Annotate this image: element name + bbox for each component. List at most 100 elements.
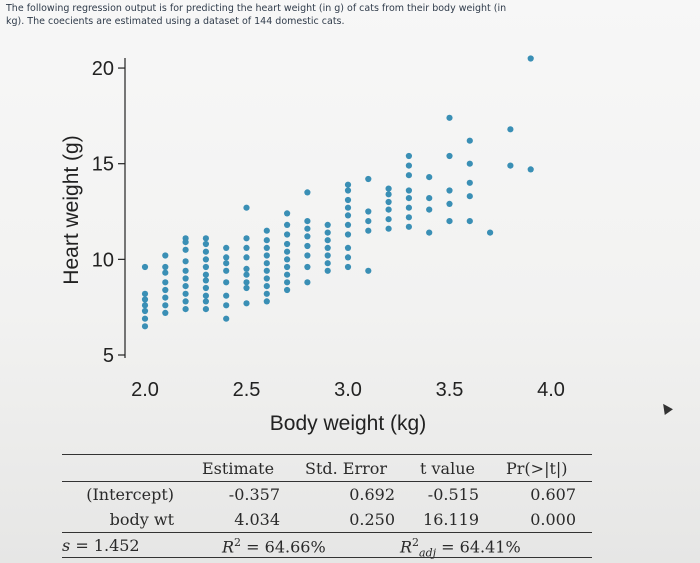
scatter-point xyxy=(344,204,352,211)
scatter-point xyxy=(243,235,250,242)
scatter-point xyxy=(141,290,149,297)
scatter-point xyxy=(446,152,453,160)
scatter-point xyxy=(365,208,372,215)
table-bottom-rule xyxy=(62,557,592,558)
scatter-point xyxy=(182,306,189,313)
scatter-point xyxy=(405,204,412,211)
scatter-point xyxy=(527,55,534,62)
scatter-point xyxy=(324,260,331,267)
scatter-point xyxy=(223,292,230,299)
scatter-point xyxy=(182,283,189,290)
scatter-point xyxy=(202,263,209,271)
scatter-point xyxy=(405,223,412,230)
scatter-point xyxy=(466,218,473,225)
scatter-point xyxy=(324,267,331,274)
scatter-point xyxy=(304,189,311,196)
scatter-point xyxy=(162,286,169,294)
scatter-point xyxy=(385,206,392,213)
scatter-point xyxy=(344,187,352,194)
r2-value: = 64.66% xyxy=(246,537,326,557)
scatter-point xyxy=(202,284,209,292)
scatter-point xyxy=(304,218,311,225)
scatter-point xyxy=(263,244,270,251)
scatter-point xyxy=(385,185,392,192)
scatter-point xyxy=(344,244,352,251)
scatter-point xyxy=(263,298,270,305)
scatter-point xyxy=(243,284,250,292)
scatter-point xyxy=(426,195,433,202)
scatter-point xyxy=(385,225,392,232)
scatter-point xyxy=(344,181,352,188)
scatter-point xyxy=(365,218,372,225)
scatter-plot: 5 10 15 20 2.0 2.5 3.0 3.5 4.0 Body weig… xyxy=(60,55,565,435)
scatter-point xyxy=(263,290,270,297)
intercept-estimate: -0.357 xyxy=(228,485,280,504)
row-label-intercept: (Intercept) xyxy=(86,485,174,504)
scatter-point xyxy=(162,309,169,316)
scatter-point xyxy=(162,252,169,259)
table-mid-rule xyxy=(62,532,592,533)
scatter-point xyxy=(466,160,473,167)
scatter-point xyxy=(263,227,270,234)
scatter-point xyxy=(426,206,433,213)
y-tick-label-5: 5 xyxy=(103,345,114,367)
scatter-point xyxy=(263,283,270,290)
body-wt-estimate: 4.034 xyxy=(234,510,280,529)
scatter-point xyxy=(202,292,209,299)
point-series xyxy=(141,55,534,330)
scatter-point xyxy=(202,240,209,248)
scatter-point xyxy=(223,244,230,251)
scatter-point xyxy=(385,216,392,223)
scatter-point xyxy=(365,267,372,274)
scatter-point xyxy=(141,307,149,315)
scatter-point xyxy=(304,242,311,250)
scatter-point xyxy=(284,240,291,248)
scatter-point xyxy=(182,290,189,297)
scatter-point xyxy=(466,137,473,144)
y-tick-label-15: 15 xyxy=(92,154,114,176)
scatter-point xyxy=(344,212,352,219)
scatter-point xyxy=(243,300,250,307)
scatter-point xyxy=(446,218,453,225)
body-wt-p-value: 0.000 xyxy=(530,510,576,529)
scatter-point xyxy=(405,172,412,179)
scatter-point xyxy=(446,114,453,121)
scatter-point xyxy=(284,210,291,217)
scatter-point xyxy=(365,175,372,183)
scatter-point xyxy=(141,302,149,309)
scatter-point xyxy=(507,126,514,133)
body-wt-std-error: 0.250 xyxy=(349,510,395,529)
scatter-point xyxy=(527,166,534,173)
scatter-point xyxy=(182,258,189,265)
scatter-point xyxy=(426,174,433,181)
scatter-point xyxy=(324,252,331,259)
scatter-point xyxy=(223,267,230,274)
scatter-point xyxy=(263,267,270,274)
scatter-point xyxy=(466,179,473,186)
scatter-point xyxy=(243,279,250,286)
scatter-point xyxy=(141,296,149,303)
y-tick-label-20: 20 xyxy=(92,58,114,80)
scatter-point xyxy=(284,286,291,294)
scatter-point xyxy=(162,294,169,301)
scatter-point xyxy=(243,271,250,278)
scatter-point xyxy=(446,200,453,207)
scatter-point xyxy=(405,152,412,160)
header-t-value: t value xyxy=(420,459,475,478)
scatter-point xyxy=(304,233,311,240)
body-wt-t-value: 16.119 xyxy=(423,510,479,529)
x-tick-label-2.5: 2.5 xyxy=(233,379,261,401)
scatter-point xyxy=(324,237,331,244)
x-axis-title: Body weight (kg) xyxy=(270,412,426,435)
row-label-body-wt: body wt xyxy=(109,510,174,529)
scatter-point xyxy=(141,263,149,271)
s-symbol: s xyxy=(62,536,71,555)
scatter-point xyxy=(284,231,291,238)
scatter-point xyxy=(324,229,331,236)
scatter-point xyxy=(344,263,352,271)
scatter-point xyxy=(344,196,352,204)
r2adj-value: = 64.41% xyxy=(441,537,521,557)
r2adj-subscript: adj xyxy=(419,546,437,560)
intercept-t-value: -0.515 xyxy=(427,485,479,504)
scatter-point xyxy=(284,279,291,286)
